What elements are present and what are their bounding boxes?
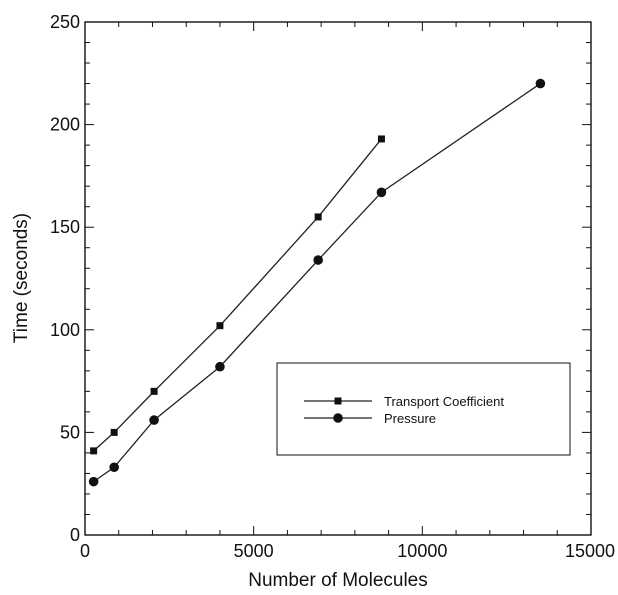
data-point-square (150, 387, 158, 395)
legend-label-transport: Transport Coefficient (384, 394, 504, 409)
x-tick-label: 5000 (234, 541, 274, 561)
data-point-circle (149, 415, 159, 425)
data-point-circle (535, 78, 546, 89)
y-tick-label: 150 (50, 217, 80, 237)
data-point-circle (376, 187, 387, 198)
data-point-circle (313, 255, 323, 265)
data-point-square (110, 428, 118, 436)
y-tick-label: 0 (70, 525, 80, 545)
data-point-circle (88, 476, 99, 487)
axis-ticks (84, 21, 592, 536)
legend: Transport Coefficient Pressure (276, 362, 571, 456)
y-tick-label: 200 (50, 115, 80, 135)
x-axis-title: Number of Molecules (248, 570, 428, 591)
y-tick-label: 50 (60, 422, 80, 442)
legend-marker-square (334, 397, 342, 405)
x-tick-label: 15000 (565, 541, 615, 561)
data-point-square (90, 447, 98, 455)
data-point-square (377, 135, 385, 143)
x-tick-labels: 0 5000 10000 15000 (80, 541, 615, 561)
y-tick-label: 250 (50, 12, 80, 32)
legend-label-pressure: Pressure (384, 411, 436, 426)
data-point-square (314, 213, 322, 221)
x-tick-label: 0 (80, 541, 90, 561)
y-axis-title: Time (seconds) (11, 213, 32, 343)
series-layer (88, 78, 546, 487)
x-tick-label: 10000 (397, 541, 447, 561)
data-point-circle (109, 462, 119, 473)
data-point-square (216, 322, 224, 330)
legend-marker-circle (333, 413, 343, 423)
data-point-circle (215, 361, 225, 372)
plot-frame (84, 21, 592, 536)
y-tick-labels: 0 50 100 150 200 250 (50, 12, 80, 545)
legend-box (276, 362, 571, 456)
y-tick-label: 100 (50, 320, 80, 340)
